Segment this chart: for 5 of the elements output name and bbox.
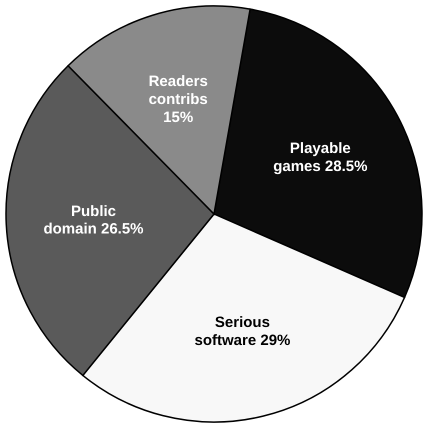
slice-label: Playable games 28.5%	[273, 140, 368, 176]
data-label: 15%	[163, 108, 194, 126]
slice-label: Public domain 26.5%	[43, 202, 144, 238]
slice-label: Serious software 29%	[194, 314, 290, 350]
slice-label: Readers contribs	[148, 72, 208, 108]
